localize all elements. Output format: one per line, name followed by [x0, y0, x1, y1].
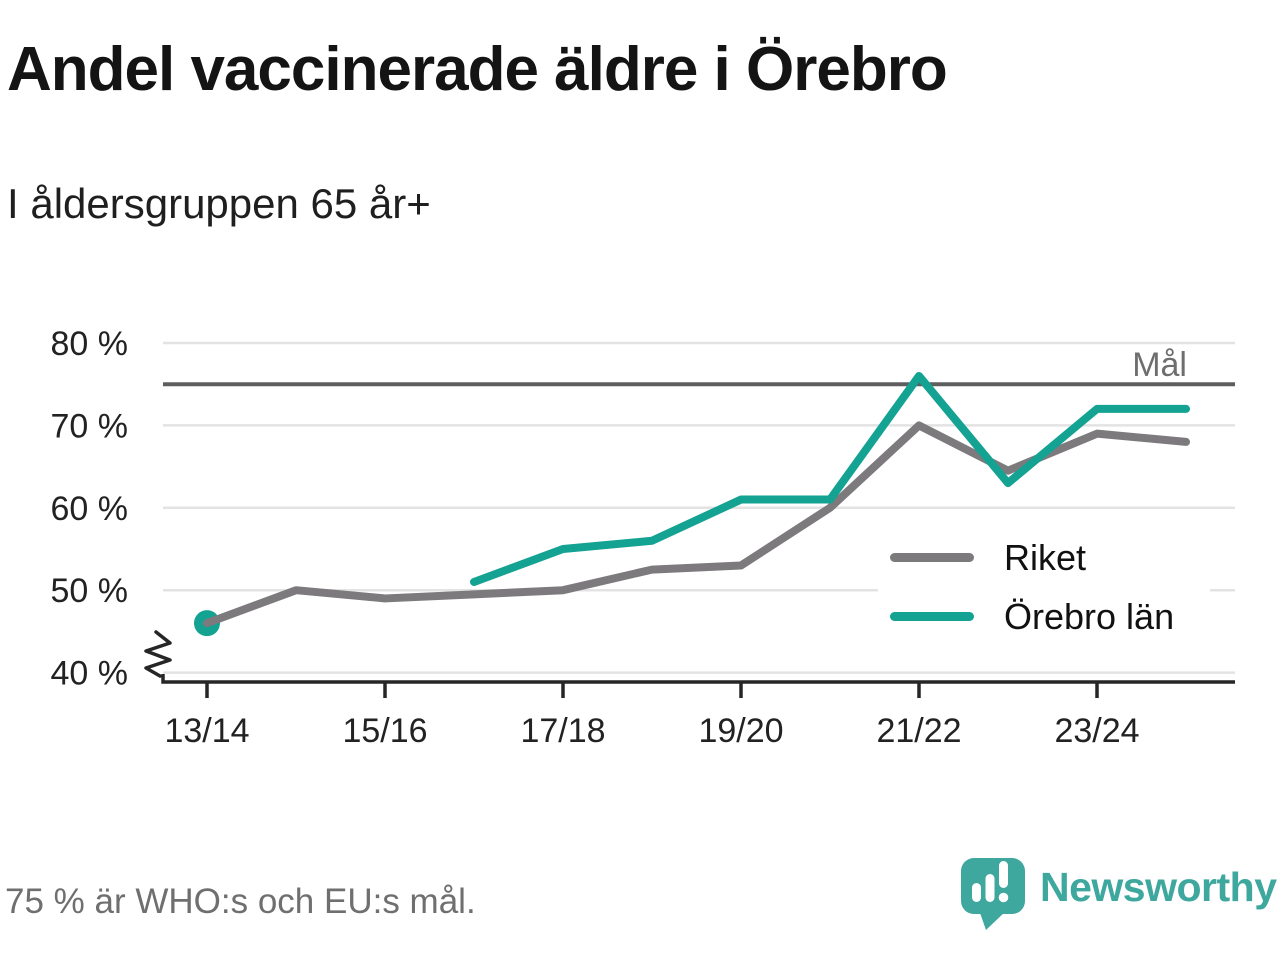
svg-text:23/24: 23/24: [1054, 712, 1139, 750]
newsworthy-logo: Newsworthy: [958, 852, 1277, 936]
svg-text:70 %: 70 %: [51, 407, 129, 445]
svg-text:19/20: 19/20: [698, 712, 783, 750]
legend-item-orebro: Örebro län: [878, 589, 1210, 645]
chart-legend: Riket Örebro län: [878, 528, 1210, 646]
legend-label-orebro: Örebro län: [1004, 595, 1175, 637]
svg-text:80 %: 80 %: [51, 325, 129, 363]
footnote: 75 % är WHO:s och EU:s mål.: [5, 882, 476, 921]
legend-label-riket: Riket: [1004, 536, 1087, 578]
svg-text:60 %: 60 %: [51, 490, 129, 528]
svg-text:17/18: 17/18: [520, 712, 605, 750]
svg-text:40 %: 40 %: [51, 655, 129, 693]
riket-line-swatch-icon: [890, 553, 974, 562]
newsworthy-wordmark: Newsworthy: [1040, 863, 1277, 910]
chart-title: Andel vaccinerade äldre i Örebro: [7, 35, 948, 104]
svg-text:21/22: 21/22: [876, 712, 961, 750]
svg-text:15/16: 15/16: [342, 712, 427, 750]
chart-subtitle: I åldersgruppen 65 år+: [7, 180, 431, 227]
svg-text:Mål: Mål: [1132, 346, 1187, 384]
newsworthy-logo-icon: [961, 858, 1025, 930]
svg-text:13/14: 13/14: [164, 712, 249, 750]
legend-item-riket: Riket: [878, 530, 1210, 586]
svg-text:50 %: 50 %: [51, 572, 129, 610]
orebro-line-swatch-icon: [890, 612, 974, 621]
